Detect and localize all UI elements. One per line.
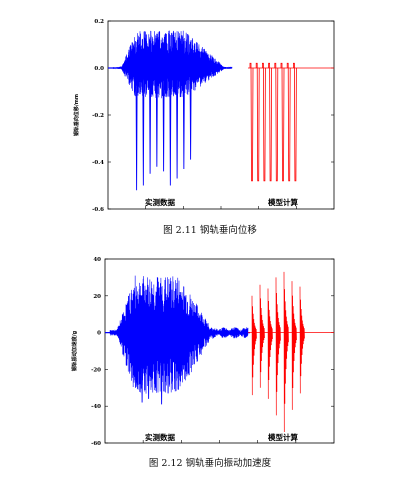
y-tick-label: 0.0 [94, 66, 104, 72]
measured-spike [141, 332, 144, 403]
model-pulse [268, 62, 272, 182]
measured-spike [160, 332, 163, 405]
y-tick-label: -20 [91, 367, 101, 373]
series-group [105, 271, 334, 432]
model-pulse [249, 62, 254, 182]
measured-spike [135, 67, 138, 191]
annotation-model: 模型计算 [268, 197, 298, 207]
measured-spike [169, 67, 172, 186]
model-series [251, 271, 305, 432]
y-tick-label: -0.2 [92, 113, 104, 119]
y-tick-label: 0 [97, 331, 101, 337]
chart-displacement: 0.2 0.0 -0.2 -0.4 -0.6 钢轨垂向位移/mm 实测数据 模型计算 图… [73, 19, 335, 236]
y-axis-label: 钢轨垂向位移/mm [73, 94, 80, 136]
measured-spike [134, 332, 137, 388]
measured-series [111, 30, 233, 99]
measured-spike [182, 67, 185, 170]
annotation-model: 模型计算 [268, 432, 298, 442]
measured-series [109, 275, 249, 394]
measured-spike [167, 332, 170, 394]
series-group [108, 30, 334, 191]
y-axis-label: 钢轨振动加速度/g [71, 330, 78, 371]
y-tick-label: 40 [93, 257, 101, 263]
annotation-measured: 实测数据 [145, 197, 175, 207]
measured-spike [180, 332, 183, 374]
y-tick-label: 20 [93, 294, 101, 300]
measured-spike [142, 67, 145, 186]
measured-spike [149, 67, 152, 174]
measured-spike [176, 67, 179, 179]
measured-spike [173, 332, 176, 379]
y-tick-label: -40 [91, 404, 101, 410]
measured-spike [147, 332, 150, 399]
model-pulse [280, 62, 285, 182]
y-tick-label: -0.6 [92, 207, 104, 213]
model-pulse [286, 62, 291, 182]
y-tick-label: -60 [91, 441, 101, 447]
figure-caption: 图 2.11 钢轨垂向位移 [163, 224, 257, 236]
chart-acceleration: 40 20 0 -20 -40 -60 钢轨振动加速度/g 实测数据 模型计算 图 2.1… [71, 257, 335, 469]
figure-caption: 图 2.12 钢轨垂向振动加速度 [149, 457, 272, 469]
measured-spike [155, 67, 158, 167]
model-pulse [293, 62, 297, 182]
y-tick-label: 0.2 [94, 19, 104, 25]
y-ticks: 0.2 0.0 -0.2 -0.4 -0.6 [92, 19, 334, 213]
model-pulse [274, 62, 279, 182]
y-ticks: 40 20 0 -20 -40 -60 [91, 257, 334, 447]
y-tick-label: -0.4 [92, 160, 104, 166]
model-pulse [262, 62, 266, 182]
annotation-measured: 实测数据 [145, 432, 175, 442]
measured-spike [162, 67, 165, 172]
measured-spike [189, 67, 192, 160]
model-pulse [255, 62, 260, 182]
measured-spike [154, 332, 157, 385]
